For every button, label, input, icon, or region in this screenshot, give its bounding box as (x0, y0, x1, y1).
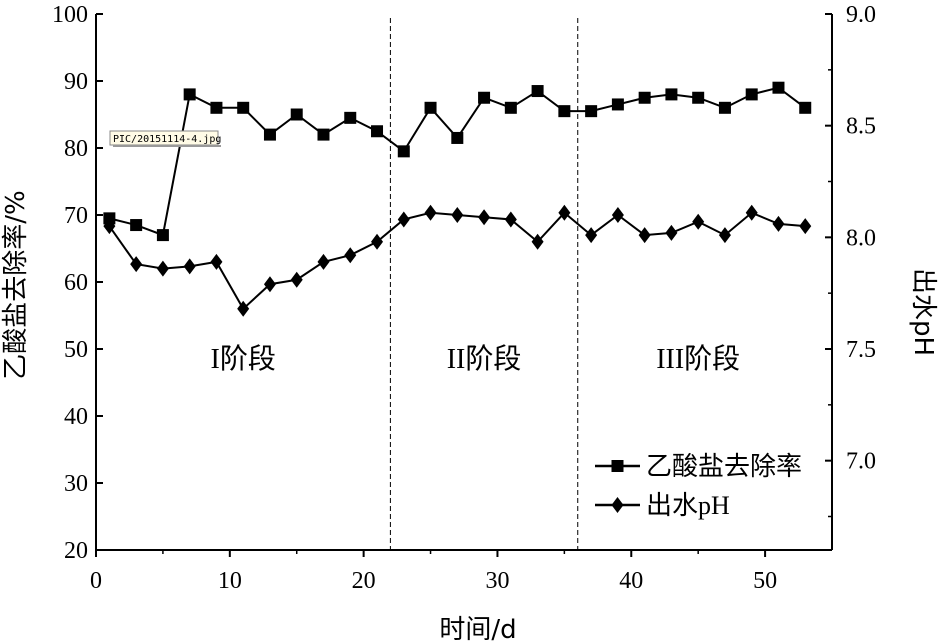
x-axis-title: 时间/d (439, 615, 516, 643)
data-point (478, 91, 491, 104)
data-point (692, 213, 705, 230)
data-point (718, 101, 731, 114)
data-point (638, 227, 651, 244)
stage-labels: I阶段 II阶段 III阶段 (211, 343, 741, 375)
data-point (558, 204, 571, 221)
y-right-tick-label: 8.5 (846, 114, 876, 140)
data-point (183, 88, 196, 101)
data-point (344, 247, 357, 264)
data-point (772, 81, 785, 94)
data-point (156, 260, 169, 277)
data-point (718, 227, 731, 244)
data-point (103, 218, 116, 235)
stage-label: III阶段 (656, 343, 740, 375)
data-point (799, 218, 812, 235)
data-point (237, 300, 250, 317)
y-axis-right-title: 出水pH (908, 268, 938, 356)
x-tick-label: 20 (352, 568, 376, 594)
data-point (263, 276, 276, 293)
data-point (665, 224, 678, 241)
data-point (130, 256, 143, 273)
y-right-tick-label: 9.0 (846, 2, 876, 28)
y-left-tick-label: 70 (64, 203, 88, 229)
data-point (585, 227, 598, 244)
data-point (665, 88, 678, 101)
data-point (344, 111, 357, 124)
data-point (237, 101, 250, 114)
data-point (210, 253, 223, 270)
data-point (504, 101, 517, 114)
data-point (799, 101, 812, 114)
y-left-tick-label: 100 (52, 2, 88, 28)
y-left-tick-label: 50 (64, 337, 88, 363)
data-point (451, 131, 464, 144)
image-label: PIC/20151114-4.jpg (113, 134, 221, 145)
data-point (263, 128, 276, 141)
x-tick-label: 0 (90, 568, 102, 594)
data-point (451, 207, 464, 223)
data-point (424, 204, 437, 221)
y-right-tick-label: 7.5 (846, 337, 876, 363)
data-point (611, 98, 624, 111)
y-axis-left: 20 30 40 50 60 70 80 90 100 (52, 2, 103, 564)
data-point (558, 105, 571, 118)
series-group (103, 81, 812, 317)
data-point (611, 207, 624, 223)
data-point (397, 211, 410, 228)
data-point (585, 105, 598, 118)
data-point (371, 125, 384, 138)
y-right-tick-label: 7.0 (846, 449, 876, 475)
data-point (638, 91, 651, 104)
data-point (371, 233, 384, 250)
y-left-tick-label: 40 (64, 404, 88, 430)
data-point (317, 253, 330, 270)
y-axis-right: 7.0 7.5 8.0 8.5 9.0 (825, 2, 876, 518)
legend-label: 乙酸盐去除率 (646, 452, 802, 481)
data-point (772, 215, 785, 232)
legend-label: 出水pH (646, 491, 730, 520)
data-point (210, 101, 223, 114)
data-point (183, 258, 196, 275)
x-tick-label: 50 (753, 568, 777, 594)
series-1 (103, 81, 812, 242)
data-point (531, 85, 544, 98)
stage-label: II阶段 (447, 343, 522, 375)
data-point (424, 101, 437, 114)
x-axis: 0 10 20 30 40 50 (90, 550, 777, 594)
data-point (290, 108, 303, 121)
data-point (397, 145, 410, 158)
data-point (692, 91, 705, 104)
y-left-tick-label: 20 (64, 538, 88, 564)
stage-dividers (389, 18, 579, 550)
legend-marker (611, 460, 624, 472)
data-point (478, 209, 491, 226)
data-point (156, 229, 169, 242)
image-label-box: PIC/20151114-4.jpg (109, 130, 221, 147)
series-2 (103, 204, 812, 317)
stage-label: I阶段 (211, 343, 276, 375)
y-right-tick-label: 8.0 (846, 225, 876, 251)
x-tick-label: 40 (619, 568, 643, 594)
y-left-tick-label: 90 (64, 69, 88, 95)
x-tick-label: 30 (485, 568, 509, 594)
data-point (531, 233, 544, 250)
y-left-tick-label: 80 (64, 136, 88, 162)
data-point (745, 204, 758, 221)
y-left-tick-label: 30 (64, 471, 88, 497)
y-left-tick-label: 60 (64, 270, 88, 296)
data-point (130, 219, 143, 232)
data-point (504, 211, 517, 228)
data-point (290, 271, 303, 288)
y-axis-left-title: 乙酸盐去除率/% (1, 190, 31, 379)
data-point (317, 128, 330, 141)
data-point (745, 88, 758, 101)
x-tick-label: 10 (218, 568, 242, 594)
legend-marker (611, 497, 624, 513)
